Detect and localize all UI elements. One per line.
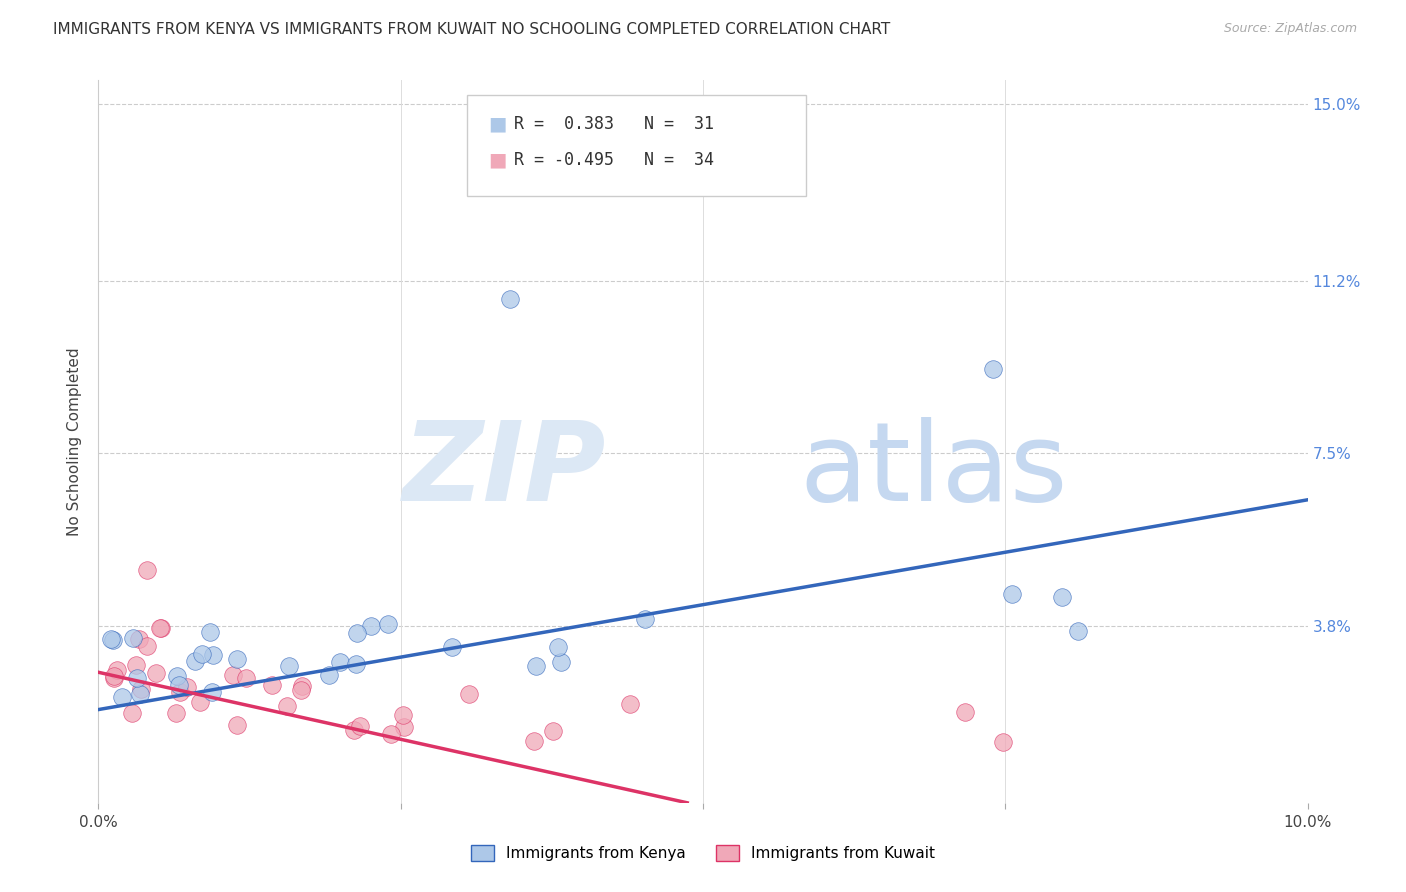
Point	[103, 668, 125, 682]
Point	[129, 686, 152, 700]
Point	[235, 671, 257, 685]
Point	[202, 648, 225, 663]
Point	[222, 667, 245, 681]
Point	[346, 626, 368, 640]
Point	[176, 680, 198, 694]
Point	[166, 669, 188, 683]
Point	[169, 684, 191, 698]
Point	[165, 706, 187, 720]
Y-axis label: No Schooling Completed: No Schooling Completed	[67, 347, 83, 536]
Text: ■: ■	[488, 114, 506, 133]
Point	[377, 617, 399, 632]
Point	[201, 685, 224, 699]
Point	[167, 678, 190, 692]
Point	[619, 697, 641, 711]
Point	[523, 734, 546, 748]
Text: ZIP: ZIP	[402, 417, 606, 524]
Point	[392, 720, 415, 734]
Point	[135, 563, 157, 577]
Point	[498, 293, 520, 307]
Point	[100, 632, 122, 647]
Point	[103, 633, 125, 648]
Text: IMMIGRANTS FROM KENYA VS IMMIGRANTS FROM KUWAIT NO SCHOOLING COMPLETED CORRELATI: IMMIGRANTS FROM KENYA VS IMMIGRANTS FROM…	[53, 22, 890, 37]
Point	[129, 682, 152, 697]
Point	[1001, 587, 1024, 601]
Point	[105, 664, 128, 678]
Point	[290, 679, 312, 693]
Point	[318, 667, 340, 681]
Point	[953, 705, 976, 719]
Point	[121, 706, 143, 720]
Point	[634, 612, 657, 626]
Point	[125, 671, 148, 685]
Legend: Immigrants from Kenya, Immigrants from Kuwait: Immigrants from Kenya, Immigrants from K…	[464, 839, 942, 867]
Text: ■: ■	[488, 150, 506, 169]
FancyBboxPatch shape	[467, 95, 806, 196]
Point	[343, 723, 366, 738]
Text: R =  0.383   N =  31: R = 0.383 N = 31	[515, 115, 714, 133]
Point	[541, 723, 564, 738]
Point	[111, 690, 134, 704]
Point	[1052, 590, 1074, 604]
Point	[290, 683, 312, 698]
Point	[190, 647, 212, 661]
Point	[391, 708, 413, 723]
Point	[226, 718, 249, 732]
Point	[329, 655, 352, 669]
Point	[262, 677, 284, 691]
Point	[981, 362, 1004, 376]
Point	[125, 658, 148, 673]
Point	[524, 659, 547, 673]
Point	[149, 621, 172, 635]
Point	[198, 625, 221, 640]
Point	[344, 657, 367, 671]
Point	[122, 632, 145, 646]
Point	[276, 698, 298, 713]
Point	[278, 658, 301, 673]
Point	[145, 665, 167, 680]
Text: R = -0.495   N =  34: R = -0.495 N = 34	[515, 151, 714, 169]
Point	[226, 652, 249, 666]
Point	[457, 687, 479, 701]
Point	[135, 639, 157, 653]
Point	[190, 695, 212, 709]
Point	[547, 640, 569, 655]
Point	[128, 632, 150, 647]
Point	[380, 727, 402, 741]
Point	[550, 656, 572, 670]
Point	[441, 640, 464, 654]
Point	[150, 621, 173, 635]
Point	[103, 671, 125, 685]
Point	[991, 735, 1014, 749]
Text: atlas: atlas	[800, 417, 1069, 524]
Text: Source: ZipAtlas.com: Source: ZipAtlas.com	[1223, 22, 1357, 36]
Point	[349, 719, 371, 733]
Point	[360, 619, 382, 633]
Point	[1067, 624, 1090, 638]
Point	[184, 654, 207, 668]
